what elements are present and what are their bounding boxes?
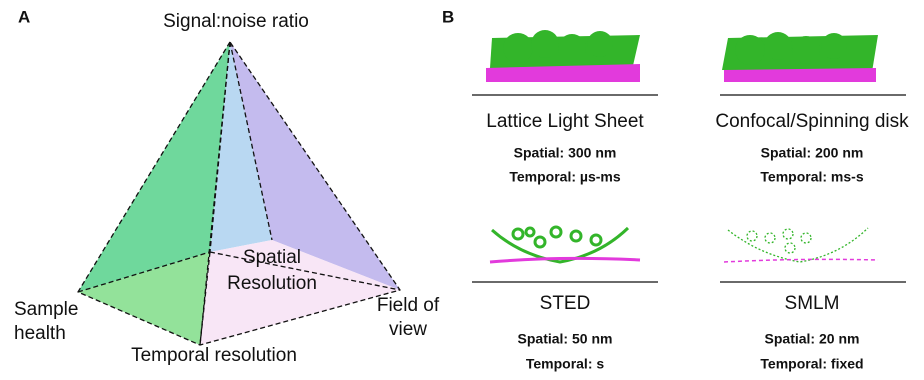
temporal-resolution: Temporal: s (526, 356, 605, 372)
temporal-resolution: Temporal: ms-s (760, 169, 863, 185)
panel-label: A (18, 7, 30, 26)
figure: A Signal:noise ratio Spatial Resolution … (0, 0, 924, 375)
method-texts: Lattice Light Sheet Spatial: 300 nm Tempor… (486, 111, 909, 372)
spatial-resolution: Spatial: 50 nm (518, 331, 613, 347)
right-label: view (389, 319, 427, 340)
method-name: SMLM (785, 293, 840, 314)
temporal-resolution: Temporal: µs-ms (509, 169, 620, 185)
center-label: Spatial (243, 247, 301, 268)
apex-label: Signal:noise ratio (163, 11, 309, 32)
center-label: Resolution (227, 273, 317, 294)
spatial-resolution: Spatial: 200 nm (761, 145, 864, 161)
panel-label: B (442, 7, 454, 26)
pyramid (78, 42, 400, 345)
left-label: Sample (14, 299, 78, 320)
temporal-resolution: Temporal: fixed (760, 356, 863, 372)
method-name: Lattice Light Sheet (486, 111, 644, 132)
left-label: health (14, 323, 66, 344)
method-name: STED (540, 293, 591, 314)
spatial-resolution: Spatial: 20 nm (765, 331, 860, 347)
right-label: Field of (377, 295, 440, 316)
method-name: Confocal/Spinning disk (715, 111, 909, 132)
page: A Signal:noise ratio Spatial Resolution … (0, 0, 924, 375)
spatial-resolution: Spatial: 300 nm (514, 145, 617, 161)
bottom-label: Temporal resolution (131, 345, 297, 366)
